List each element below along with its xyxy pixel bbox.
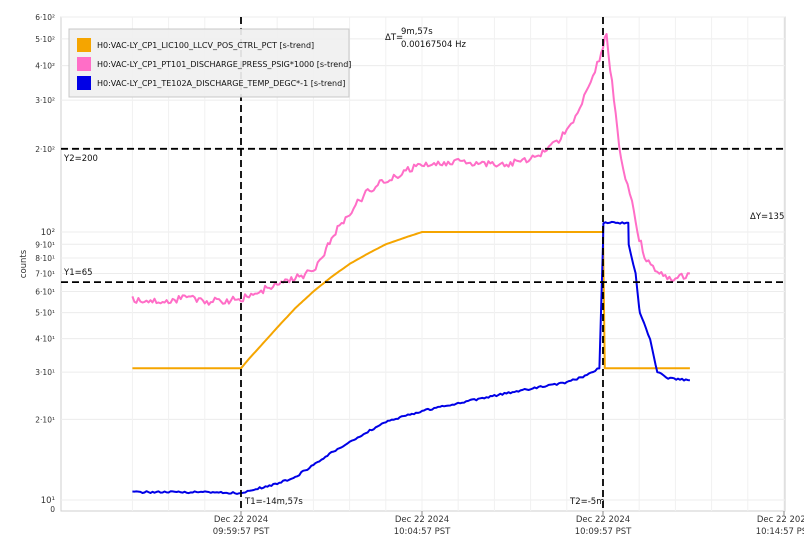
y-tick-label: 2·10² bbox=[35, 145, 55, 154]
cursor-y2-label: Y2=200 bbox=[63, 154, 98, 164]
y-axis-label: counts bbox=[19, 249, 29, 278]
x-tick-time: 10:09:57 PST bbox=[575, 527, 632, 537]
x-tick-time: 10:04:57 PST bbox=[394, 527, 451, 537]
legend-label-3: H0:VAC-LY_CP1_TE102A_DISCHARGE_TEMP_DEGC… bbox=[97, 79, 345, 88]
x-tick-date: Dec 22 2024 bbox=[395, 515, 449, 525]
cursor-delta-t-freq: 0.00167504 Hz bbox=[401, 40, 466, 50]
legend-swatch-2 bbox=[77, 57, 91, 71]
y-tick-label: 5·10¹ bbox=[35, 309, 55, 318]
legend-label-2: H0:VAC-LY_CP1_PT101_DISCHARGE_PRESS_PSIG… bbox=[97, 60, 351, 69]
series-line-1 bbox=[132, 231, 690, 370]
cursor-delta-y-label: ΔY=135 bbox=[750, 212, 784, 222]
y-tick-label: 5·10² bbox=[35, 35, 55, 44]
x-tick-time: 09:59:57 PST bbox=[213, 527, 270, 537]
cursor-t2-label: T2=-5m bbox=[569, 497, 604, 507]
x-tick-date: Dec 22 2024 bbox=[576, 515, 630, 525]
y-tick-label: 2·10¹ bbox=[35, 415, 55, 424]
y-tick-label: 10² bbox=[41, 228, 55, 238]
plot-area bbox=[60, 16, 786, 512]
legend-swatch-1 bbox=[77, 38, 91, 52]
series-line-3 bbox=[132, 220, 690, 495]
y-tick-label: 4·10¹ bbox=[35, 335, 55, 344]
y-tick-label: 4·10² bbox=[35, 62, 55, 71]
x-tick-date: Dec 22 2024 bbox=[214, 515, 268, 525]
y-tick-label-zero: 0 bbox=[50, 505, 55, 514]
legend-label-1: H0:VAC-LY_CP1_LIC100_LLCV_POS_CTRL_PCT [… bbox=[97, 41, 314, 50]
y-tick-label: 9·10¹ bbox=[35, 240, 55, 249]
series-line-2 bbox=[131, 33, 691, 306]
y-tick-label: 8·10¹ bbox=[35, 254, 55, 263]
y-tick-label: 3·10² bbox=[35, 96, 55, 105]
x-tick-time: 10:14:57 PST bbox=[756, 527, 804, 537]
legend-box bbox=[68, 28, 350, 98]
y-tick-label: 6·10¹ bbox=[35, 287, 55, 296]
legend-swatch-3 bbox=[77, 76, 91, 90]
y-tick-label: 10¹ bbox=[41, 496, 55, 506]
y-tick-label: 7·10¹ bbox=[35, 270, 55, 279]
y-tick-label: 6·10² bbox=[35, 13, 55, 22]
cursor-delta-t-prefix: ΔT= bbox=[385, 33, 403, 43]
cursor-y1-label: Y1=65 bbox=[63, 268, 93, 278]
y-tick-label: 3·10¹ bbox=[35, 368, 55, 377]
x-tick-date: Dec 22 2024 bbox=[757, 515, 804, 525]
cursor-delta-t-value: 9m,57s bbox=[401, 27, 433, 37]
cursor-t1-label: T1=-14m,57s bbox=[244, 497, 303, 507]
